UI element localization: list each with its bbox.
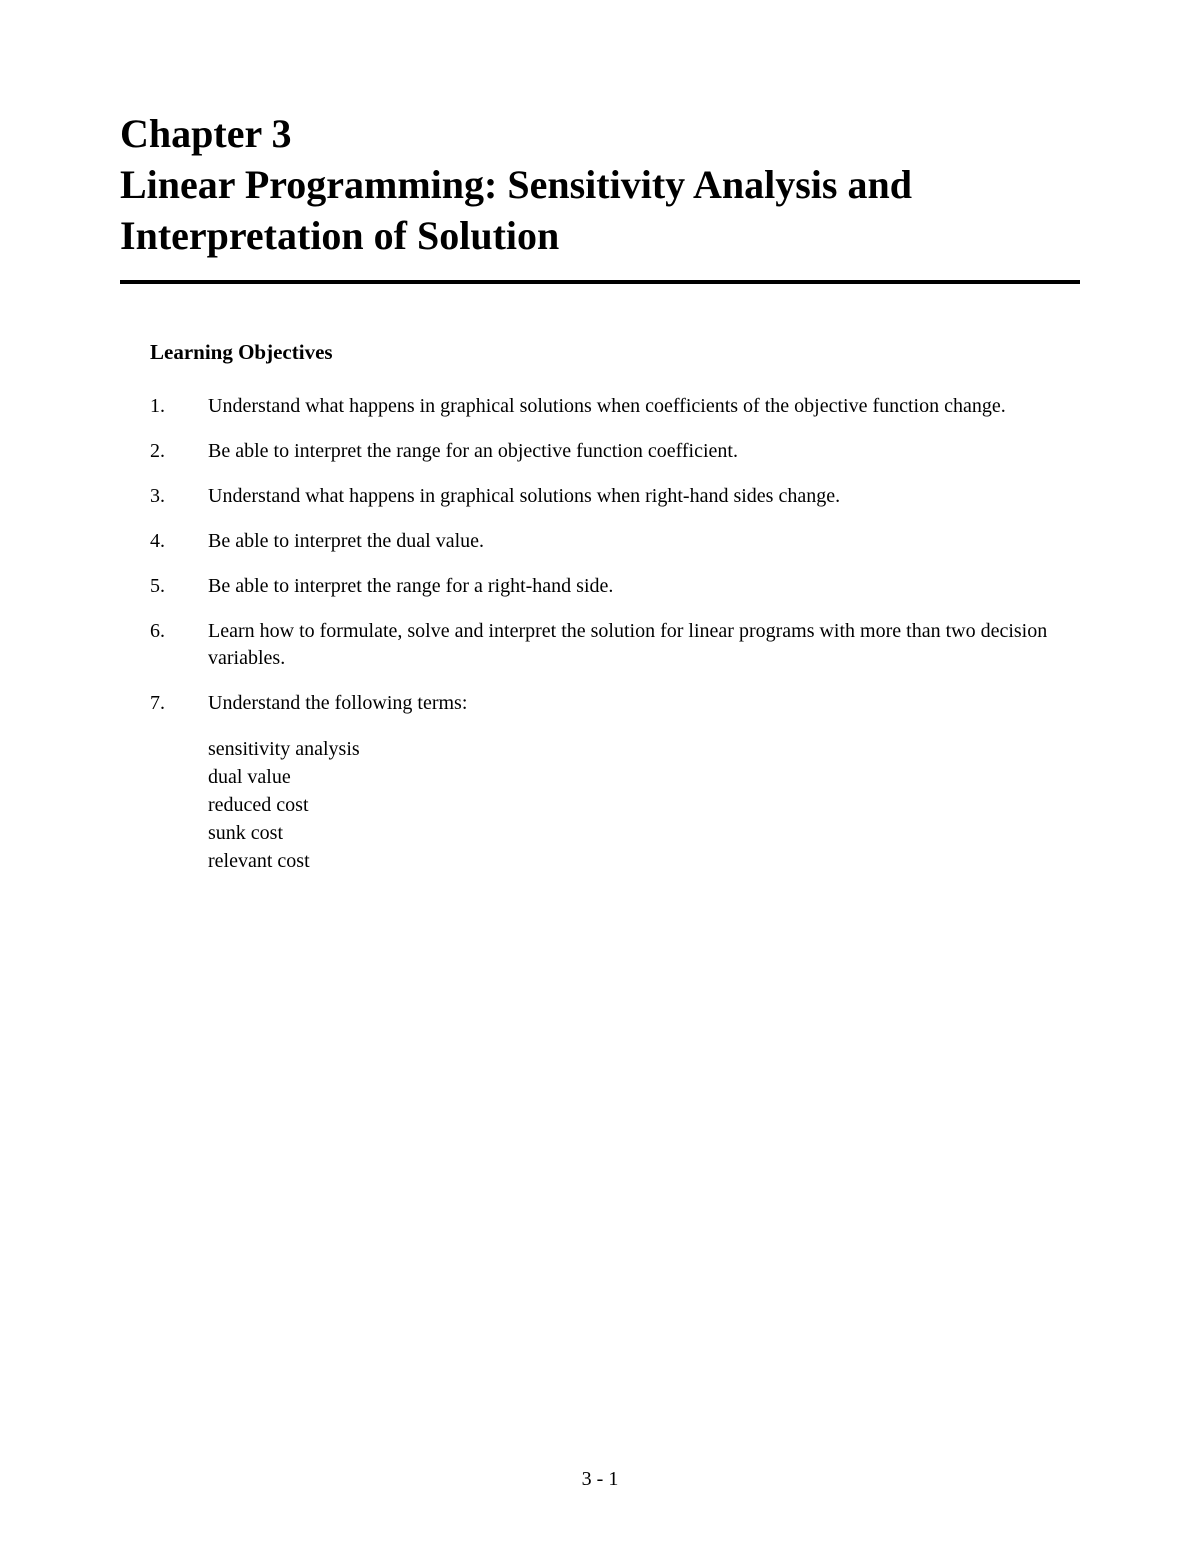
objective-number: 5. bbox=[150, 573, 208, 600]
objective-item: 4. Be able to interpret the dual value. bbox=[150, 528, 1070, 555]
term-item: reduced cost bbox=[208, 791, 1070, 819]
objective-number: 4. bbox=[150, 528, 208, 555]
objective-item: 6. Learn how to formulate, solve and int… bbox=[150, 618, 1070, 672]
objective-text-inner: Understand the following terms: bbox=[208, 692, 467, 714]
chapter-title: Linear Programming: Sensitivity Analysis… bbox=[120, 159, 1080, 261]
objective-text: Be able to interpret the range for an ob… bbox=[208, 438, 1070, 465]
objective-text: Be able to interpret the range for a rig… bbox=[208, 573, 1070, 600]
objective-text: Understand what happens in graphical sol… bbox=[208, 483, 1070, 510]
objective-item: 2. Be able to interpret the range for an… bbox=[150, 438, 1070, 465]
chapter-heading: Chapter 3 Linear Programming: Sensitivit… bbox=[120, 108, 1080, 262]
objective-number: 3. bbox=[150, 483, 208, 510]
objectives-list: 1. Understand what happens in graphical … bbox=[150, 393, 1070, 875]
chapter-number: Chapter 3 bbox=[120, 108, 1080, 159]
objective-number: 2. bbox=[150, 438, 208, 465]
objective-number: 7. bbox=[150, 690, 208, 875]
objective-item: 5. Be able to interpret the range for a … bbox=[150, 573, 1070, 600]
objective-text: Be able to interpret the dual value. bbox=[208, 528, 1070, 555]
document-page: Chapter 3 Linear Programming: Sensitivit… bbox=[0, 0, 1200, 875]
terms-list: sensitivity analysis dual value reduced … bbox=[208, 735, 1070, 875]
term-item: dual value bbox=[208, 763, 1070, 791]
objective-item: 1. Understand what happens in graphical … bbox=[150, 393, 1070, 420]
term-item: sunk cost bbox=[208, 819, 1070, 847]
term-item: sensitivity analysis bbox=[208, 735, 1070, 763]
objective-item: 7. Understand the following terms: sensi… bbox=[150, 690, 1070, 875]
content-body: Learning Objectives 1. Understand what h… bbox=[120, 340, 1080, 875]
objective-text: Learn how to formulate, solve and interp… bbox=[208, 618, 1070, 672]
section-heading: Learning Objectives bbox=[150, 340, 1070, 365]
objective-text: Understand what happens in graphical sol… bbox=[208, 393, 1070, 420]
objective-number: 1. bbox=[150, 393, 208, 420]
term-item: relevant cost bbox=[208, 847, 1070, 875]
page-number: 3 - 1 bbox=[0, 1468, 1200, 1491]
objective-text: Understand the following terms: sensitiv… bbox=[208, 690, 1070, 875]
heading-divider bbox=[120, 280, 1080, 284]
objective-number: 6. bbox=[150, 618, 208, 672]
objective-item: 3. Understand what happens in graphical … bbox=[150, 483, 1070, 510]
